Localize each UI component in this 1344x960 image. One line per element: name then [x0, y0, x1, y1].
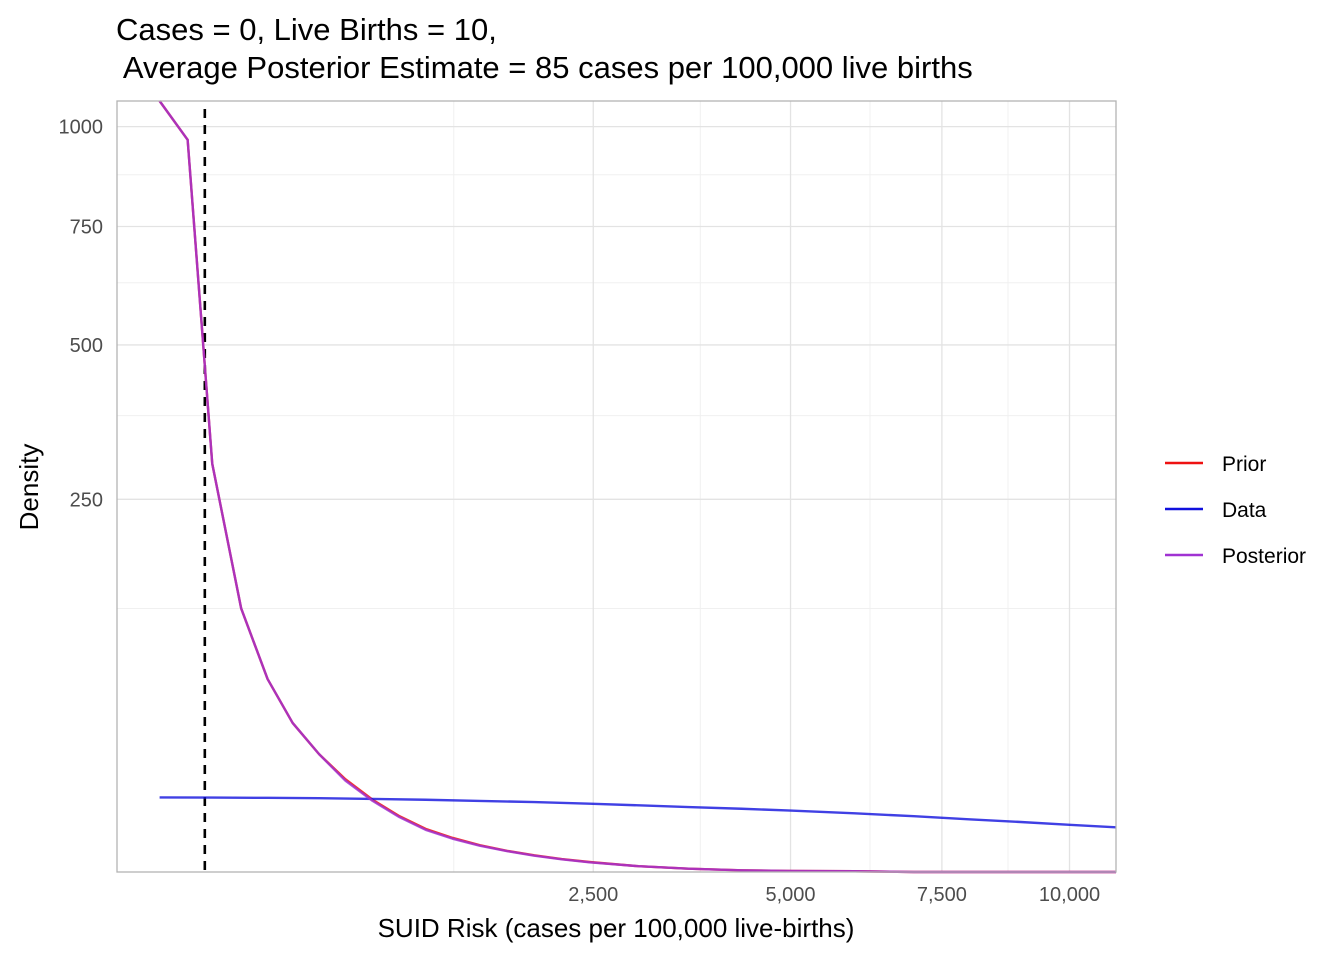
y-tick-label: 500	[70, 335, 103, 357]
y-axis-ticks: 250 500 750 1000	[59, 117, 104, 512]
x-tick-label: 7,500	[917, 884, 967, 906]
y-axis-title: Density	[14, 444, 44, 531]
series-line-posterior	[158, 100, 1116, 874]
legend: Prior Data Posterior	[1165, 453, 1306, 568]
legend-label-data: Data	[1222, 499, 1267, 522]
y-tick-label: 1000	[59, 117, 104, 139]
plot-panel-border	[116, 100, 1117, 873]
legend-label-prior: Prior	[1222, 453, 1266, 476]
y-tick-label: 250	[70, 489, 103, 511]
y-tick-label: 750	[70, 217, 103, 239]
grid	[117, 101, 1116, 872]
chart-subtitle: Average Posterior Estimate = 85 cases pe…	[116, 50, 973, 85]
series-lines	[158, 100, 1117, 874]
series-line-data	[159, 796, 1117, 829]
x-axis-title: SUID Risk (cases per 100,000 live-births…	[378, 913, 855, 943]
x-tick-label: 5,000	[765, 884, 815, 906]
legend-label-posterior: Posterior	[1222, 545, 1306, 568]
x-tick-label: 2,500	[568, 884, 618, 906]
series-line-prior	[158, 100, 1116, 874]
chart-title: Cases = 0, Live Births = 10,	[116, 12, 497, 47]
x-axis-ticks: 2,500 5,000 7,500 10,000	[568, 884, 1100, 906]
x-tick-label: 10,000	[1039, 884, 1100, 906]
